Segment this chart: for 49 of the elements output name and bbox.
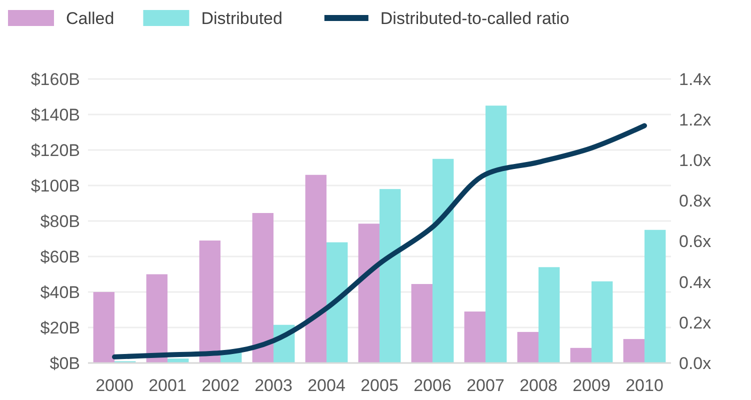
bar xyxy=(305,174,326,363)
y2-tick-label: 1.4x xyxy=(679,70,712,89)
bar xyxy=(326,242,348,363)
y-tick-label: $140B xyxy=(30,105,80,124)
y-tick-label: $80B xyxy=(40,212,80,231)
bar xyxy=(592,281,613,363)
legend-label: Called xyxy=(66,9,114,28)
bar xyxy=(517,332,538,363)
x-tick-label: 2004 xyxy=(308,376,346,395)
y2-tick-label: 1.2x xyxy=(679,110,712,130)
x-tick-label: 2000 xyxy=(96,376,134,395)
bar xyxy=(146,274,168,363)
y-tick-label: $40B xyxy=(40,282,80,302)
bar xyxy=(252,213,274,363)
x-tick-label: 2009 xyxy=(572,376,610,395)
x-tick-label: 2006 xyxy=(414,376,452,395)
x-tick-label: 2008 xyxy=(520,376,558,395)
bar xyxy=(486,106,507,363)
y2-tick-label: 0.8x xyxy=(679,192,712,211)
y2-tick-label: 0.0x xyxy=(679,354,712,373)
bar xyxy=(570,348,592,363)
y2-tick-label: 0.2x xyxy=(679,313,712,332)
y-tick-label: $20B xyxy=(40,318,80,338)
bar xyxy=(199,240,220,363)
x-tick-label: 2001 xyxy=(148,376,186,395)
y2-tick-label: 0.4x xyxy=(679,272,712,292)
x-tick-label: 2010 xyxy=(626,376,664,395)
bar xyxy=(411,284,432,363)
x-tick-label: 2005 xyxy=(360,376,398,395)
x-tick-label: 2002 xyxy=(202,376,240,395)
bar xyxy=(358,224,380,363)
bar xyxy=(380,189,401,363)
y2-tick-label: 0.6x xyxy=(679,232,712,252)
bar xyxy=(538,267,560,363)
bar xyxy=(464,312,486,363)
legend-label: Distributed-to-called ratio xyxy=(380,9,570,28)
bar xyxy=(93,292,114,363)
bar xyxy=(644,230,666,363)
y-tick-label: $120B xyxy=(30,140,80,160)
x-tick-label: 2007 xyxy=(466,376,504,395)
y-tick-label: $0B xyxy=(50,354,80,373)
legend-label: Distributed xyxy=(201,9,282,28)
bar xyxy=(432,158,454,363)
y-tick-label: $100B xyxy=(30,176,80,196)
bar xyxy=(623,339,644,363)
y-tick-label: $60B xyxy=(40,247,80,266)
y2-tick-label: 1.0x xyxy=(679,151,712,170)
x-tick-label: 2003 xyxy=(254,376,292,395)
y-tick-label: $160B xyxy=(30,70,80,89)
